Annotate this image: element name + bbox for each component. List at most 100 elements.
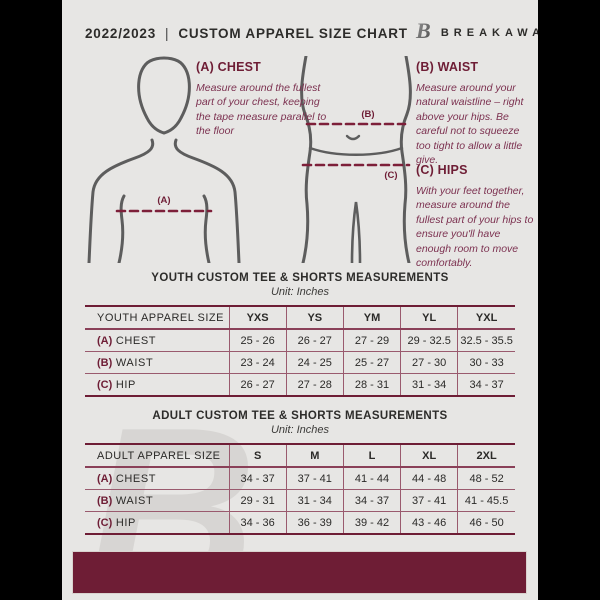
table-row: (C) HIP 34 - 36 36 - 39 39 - 42 43 - 46 … — [85, 511, 515, 534]
size-header: YXS — [228, 306, 287, 329]
size-header: YL — [400, 306, 458, 329]
cell: 32.5 - 35.5 — [457, 329, 515, 352]
title-separator: | — [165, 25, 170, 41]
cell: 30 - 33 — [457, 351, 515, 374]
row-key: (B) — [97, 356, 113, 369]
cell: 46 - 50 — [457, 511, 515, 534]
row-label: WAIST — [115, 494, 154, 507]
cell: 27 - 28 — [285, 373, 344, 396]
leg-split-line — [350, 201, 362, 263]
waist-instructions: (B) WAIST Measure around your natural wa… — [416, 60, 530, 168]
chest-instructions: (A) CHEST Measure around the fullest par… — [196, 60, 334, 139]
youth-table-section: YOUTH CUSTOM TEE & SHORTS MEASUREMENTS U… — [85, 272, 515, 397]
cell: 48 - 52 — [457, 467, 515, 490]
size-header: L — [342, 444, 401, 467]
cell: 34 - 37 — [228, 467, 287, 490]
cell: 44 - 48 — [400, 467, 458, 490]
page-title: 2022/2023 | CUSTOM APPAREL SIZE CHART — [85, 26, 408, 41]
row-label: CHEST — [115, 472, 157, 485]
youth-size-col-header: YOUTH APPAREL SIZE — [97, 311, 224, 324]
adult-size-col-header: ADULT APPAREL SIZE — [97, 449, 221, 462]
breakaway-b-logo-icon: B — [408, 18, 434, 48]
cell: 31 - 34 — [285, 489, 344, 512]
adult-size-table: ADULT APPAREL SIZE S M L XL 2XL (A) CHES… — [85, 443, 515, 535]
hips-outline-drawing: (B) (C) — [300, 56, 412, 263]
youth-header-row: YOUTH APPAREL SIZE YXS YS YM YL YXL — [85, 306, 515, 329]
size-header: YM — [342, 306, 401, 329]
cell: 23 - 24 — [228, 351, 287, 374]
waist-heading: (B) WAIST — [416, 60, 479, 74]
cell: 43 - 46 — [400, 511, 458, 534]
cell: 25 - 27 — [342, 351, 401, 374]
adult-table-unit: Unit: Inches — [270, 424, 330, 436]
youth-size-table: YOUTH APPAREL SIZE YXS YS YM YL YXL (A) … — [85, 305, 515, 397]
row-key: (A) — [97, 334, 113, 347]
adult-table-title: ADULT CUSTOM TEE & SHORTS MEASUREMENTS — [152, 410, 448, 422]
size-header: S — [228, 444, 287, 467]
torso-outline-drawing: (A) — [87, 56, 241, 263]
navel-mark — [345, 134, 361, 141]
size-chart-page: 2022/2023 | CUSTOM APPAREL SIZE CHART B … — [62, 0, 538, 600]
chest-text: Measure around the fullest part of your … — [196, 82, 327, 138]
size-header: M — [285, 444, 344, 467]
measurement-diagram-section: (A) (B) (C) (A) CHEST Measure around the… — [62, 56, 538, 271]
hips-text: With your feet together, measure around … — [416, 185, 534, 270]
row-label: HIP — [115, 516, 136, 529]
hips-line-label: (C) — [384, 170, 397, 181]
cell: 29 - 31 — [228, 489, 287, 512]
waist-text: Measure around your natural waistline – … — [416, 82, 524, 167]
cell: 34 - 37 — [457, 373, 515, 396]
cell: 34 - 36 — [228, 511, 287, 534]
waist-line-label: (B) — [361, 109, 374, 120]
cell: 37 - 41 — [400, 489, 458, 512]
hips-instructions: (C) HIPS With your feet together, measur… — [416, 163, 534, 271]
lower-body-figure: (B) (C) — [290, 56, 422, 263]
row-label: CHEST — [115, 334, 157, 347]
cell: 39 - 42 — [342, 511, 401, 534]
row-label: WAIST — [115, 356, 154, 369]
table-row: (C) HIP 26 - 27 27 - 28 28 - 31 31 - 34 … — [85, 373, 515, 396]
page-header: 2022/2023 | CUSTOM APPAREL SIZE CHART B … — [85, 18, 538, 44]
row-key: (A) — [97, 472, 113, 485]
chart-title: CUSTOM APPAREL SIZE CHART — [178, 25, 408, 41]
hips-heading: (C) HIPS — [416, 163, 468, 177]
cell: 29 - 32.5 — [400, 329, 458, 352]
row-key: (C) — [97, 516, 113, 529]
row-key: (C) — [97, 378, 113, 391]
footer-bar — [72, 551, 527, 594]
cell: 25 - 26 — [228, 329, 287, 352]
cell: 24 - 25 — [285, 351, 344, 374]
chest-heading: (A) CHEST — [196, 60, 261, 74]
youth-table-title: YOUTH CUSTOM TEE & SHORTS MEASUREMENTS — [151, 272, 449, 284]
table-row: (B) WAIST 29 - 31 31 - 34 34 - 37 37 - 4… — [85, 489, 515, 512]
cell: 27 - 29 — [342, 329, 401, 352]
table-row: (B) WAIST 23 - 24 24 - 25 25 - 27 27 - 3… — [85, 351, 515, 374]
chest-line-label: (A) — [157, 195, 170, 206]
cell: 27 - 30 — [400, 351, 458, 374]
cell: 36 - 39 — [285, 511, 344, 534]
cell: 41 - 45.5 — [457, 489, 515, 512]
youth-table-unit: Unit: Inches — [270, 286, 330, 298]
table-row: (A) CHEST 25 - 26 26 - 27 27 - 29 29 - 3… — [85, 329, 515, 352]
row-label: HIP — [115, 378, 136, 391]
size-header: 2XL — [457, 444, 515, 467]
brand-name: BREAKAWAY — [440, 27, 538, 39]
brand-lockup: B BREAKAWAY — [408, 18, 538, 48]
size-header: YXL — [457, 306, 515, 329]
size-header: XL — [400, 444, 458, 467]
cell: 26 - 27 — [285, 329, 344, 352]
svg-text:B: B — [415, 19, 431, 43]
size-header: YS — [285, 306, 344, 329]
adult-table-section: ADULT CUSTOM TEE & SHORTS MEASUREMENTS U… — [85, 410, 515, 535]
cell: 31 - 34 — [400, 373, 458, 396]
cell: 26 - 27 — [228, 373, 287, 396]
upper-body-figure: (A) — [83, 56, 245, 263]
season-label: 2022/2023 — [85, 25, 157, 41]
cell: 41 - 44 — [342, 467, 401, 490]
row-key: (B) — [97, 494, 113, 507]
cell: 34 - 37 — [342, 489, 401, 512]
cell: 28 - 31 — [342, 373, 401, 396]
cell: 37 - 41 — [285, 467, 344, 490]
adult-header-row: ADULT APPAREL SIZE S M L XL 2XL — [85, 444, 515, 467]
table-row: (A) CHEST 34 - 37 37 - 41 41 - 44 44 - 4… — [85, 467, 515, 490]
